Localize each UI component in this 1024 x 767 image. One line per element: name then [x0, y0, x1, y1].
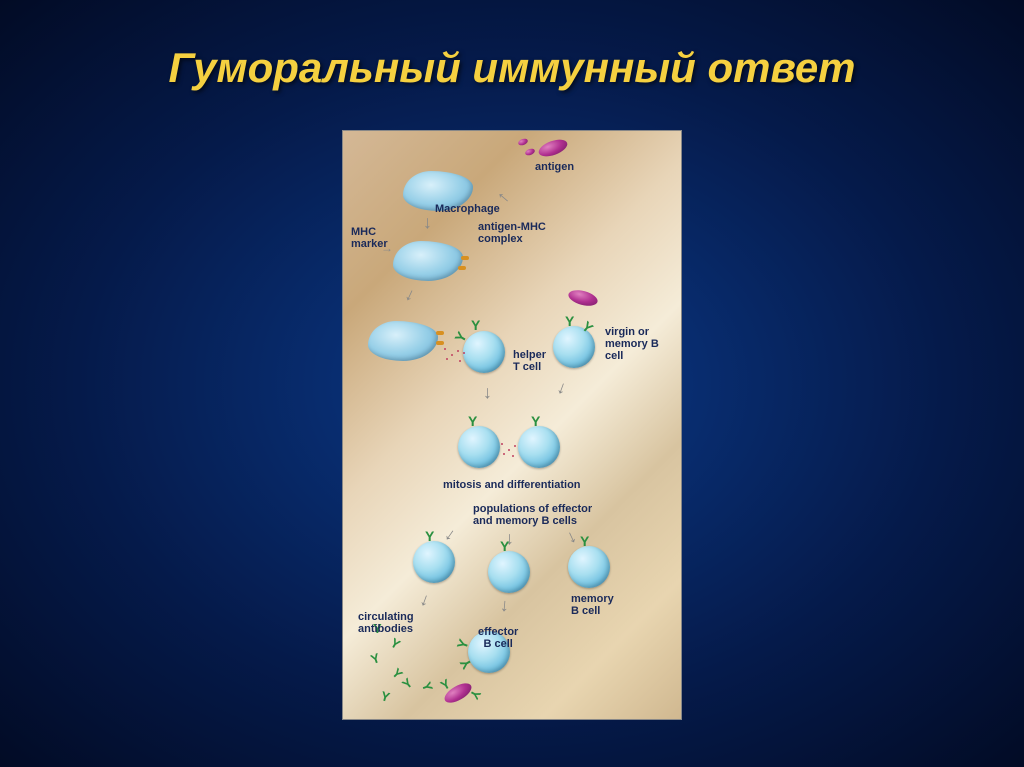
macrophage-icon: [393, 241, 463, 281]
receptor-icon: Y: [425, 528, 434, 544]
arrow-icon: →: [420, 215, 441, 233]
receptor-icon: Y: [454, 637, 472, 651]
arrow-icon: →: [414, 589, 440, 613]
immune-diagram: antigen Macrophage → MHC marker → antige…: [342, 130, 682, 720]
mhc-icon: [461, 256, 469, 260]
antigen-mhc-label: antigen-MHC complex: [478, 221, 546, 245]
arrow-icon: →: [381, 241, 393, 255]
receptor-icon: Y: [580, 533, 589, 549]
antibody-icon: Y: [388, 635, 403, 652]
antigen-icon: [567, 287, 600, 308]
antibody-icon: Y: [467, 687, 484, 702]
mhc-icon: [458, 266, 466, 270]
effector-label: effector B cell: [478, 626, 518, 650]
lymphocyte-icon: [413, 541, 455, 583]
helper-t-label: helper T cell: [513, 349, 546, 373]
cytokine-dots-icon: [498, 441, 528, 461]
receptor-icon: Y: [468, 413, 477, 429]
lymphocyte-icon: [488, 551, 530, 593]
lymphocyte-icon: [458, 426, 500, 468]
antigen-small-icon: [524, 147, 535, 156]
arrow-icon: →: [480, 385, 501, 403]
mitosis-label: mitosis and differentiation: [443, 479, 581, 491]
populations-label: populations of effector and memory B cel…: [473, 503, 592, 527]
circulating-label: circulating antibodies: [358, 611, 414, 635]
antibody-icon: Y: [369, 650, 382, 667]
antigen-label: antigen: [535, 161, 574, 173]
arrow-icon: →: [399, 284, 426, 309]
mhc-icon: [436, 331, 444, 335]
antibody-icon: Y: [379, 688, 391, 705]
receptor-icon: Y: [500, 538, 509, 554]
receptor-icon: Y: [531, 413, 540, 429]
arrow-icon: →: [551, 377, 577, 401]
memory-b-label: memory B cell: [571, 593, 614, 617]
macrophage-label: Macrophage: [435, 203, 500, 215]
virgin-memory-label: virgin or memory B cell: [605, 326, 659, 362]
mhc-icon: [436, 341, 444, 345]
receptor-icon: Y: [565, 313, 574, 329]
antigen-small-icon: [517, 137, 528, 146]
arrow-icon: →: [496, 597, 518, 617]
page-title: Гуморальный иммунный ответ: [0, 44, 1024, 92]
cytokine-dots-icon: [441, 346, 471, 366]
receptor-icon: Y: [471, 317, 480, 333]
antibody-icon: Y: [419, 680, 436, 693]
macrophage-icon: [368, 321, 438, 361]
antibody-icon: Y: [399, 675, 415, 692]
lymphocyte-icon: [568, 546, 610, 588]
receptor-icon: Y: [456, 656, 475, 672]
antigen-icon: [537, 136, 570, 159]
